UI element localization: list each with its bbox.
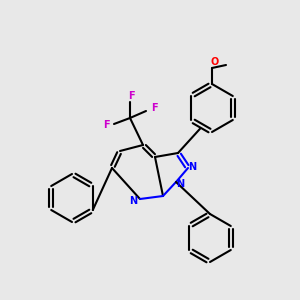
Text: N: N (176, 179, 184, 189)
Text: O: O (211, 57, 219, 67)
Text: N: N (129, 196, 137, 206)
Text: F: F (103, 120, 109, 130)
Text: F: F (151, 103, 157, 113)
Text: F: F (128, 91, 134, 101)
Text: N: N (188, 162, 196, 172)
